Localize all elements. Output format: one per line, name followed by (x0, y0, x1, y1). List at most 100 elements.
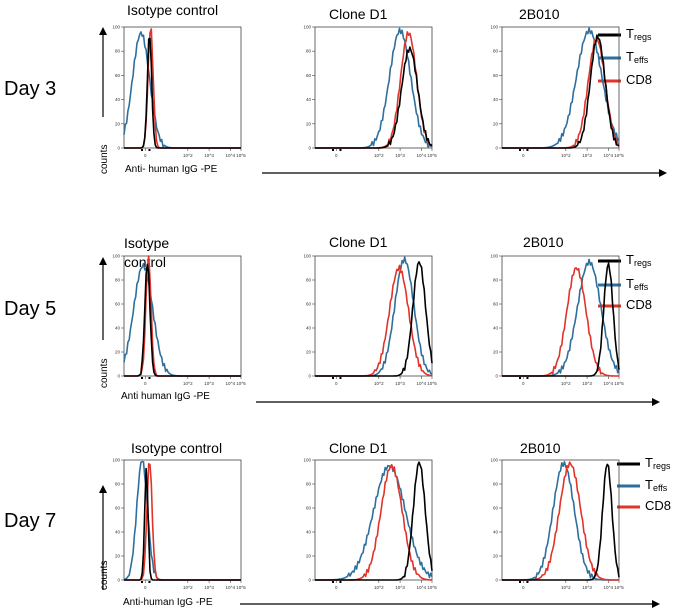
y-tick-label: 80 (115, 482, 121, 487)
axis-marker (526, 149, 529, 151)
y-tick-label: 100 (303, 254, 311, 259)
y-tick-label: 20 (115, 350, 121, 355)
y-tick-label: 40 (493, 326, 499, 331)
y-tick-label: 20 (493, 121, 499, 126)
x-tick-label: 10^3 (395, 381, 405, 386)
histogram-line-cd8 (315, 464, 432, 581)
histogram-line-tregs (315, 46, 433, 149)
y-tick-label: 0 (495, 146, 498, 151)
axis-marker (519, 581, 522, 583)
x-label-day7: Anti-human IgG -PE (123, 597, 213, 608)
plot-frame (314, 26, 433, 149)
x-tick-label: 10^2 (561, 585, 571, 590)
y-tick-label: 0 (117, 578, 120, 583)
y-tick-label: 60 (115, 506, 121, 511)
y-tick-label: 20 (306, 554, 312, 559)
axis-marker (332, 581, 335, 583)
plot-frame (123, 459, 242, 581)
histogram-line-tregs (124, 37, 241, 149)
title-isotype-day5: Isotype control (124, 235, 170, 270)
x-tick-label: 0 (522, 153, 525, 158)
title-2b010-day7: 2B010 (520, 440, 561, 456)
x-tick-label: 0 (522, 585, 525, 590)
histogram-line-teffs (502, 258, 620, 377)
y-tick-label: 80 (306, 278, 312, 283)
histogram-line-tregs (502, 34, 620, 149)
y-tick-label: 0 (495, 374, 498, 379)
axis-marker (141, 149, 144, 151)
x-tick-label: 10^4 (604, 381, 614, 386)
x-tick-label: 10^5 (236, 153, 246, 158)
x-tick-label: 10^4 (417, 585, 427, 590)
y-tick-label: 20 (306, 350, 312, 355)
title-isotype-day3: Isotype control (127, 2, 219, 18)
histogram-line-tregs (502, 463, 620, 581)
x-tick-label: 0 (144, 585, 147, 590)
y-tick-label: 40 (115, 530, 121, 535)
title-isotype-day7: Isotype control (131, 440, 223, 456)
y-axis-arrowhead (99, 257, 107, 265)
x-tick-label: 10^4 (417, 153, 427, 158)
day-3-label: Day 3 (4, 78, 57, 100)
x-tick-label: 0 (144, 381, 147, 386)
histogram-line-tregs (124, 263, 241, 377)
x-tick-label: 10^2 (374, 381, 384, 386)
x-tick-label: 10^5 (236, 585, 246, 590)
x-label-day5: Anti human IgG -PE (121, 391, 210, 402)
y-tick-label: 80 (493, 278, 499, 283)
y-tick-label: 100 (490, 458, 498, 463)
x-tick-label: 10^5 (427, 381, 437, 386)
axis-marker (148, 377, 151, 379)
histogram-line-teffs (315, 256, 433, 377)
x-label-day3: Anti- human IgG -PE (125, 164, 218, 175)
axis-marker (519, 149, 522, 151)
legend-teffs-label: Teffs (626, 276, 649, 292)
y-tick-label: 40 (306, 97, 312, 102)
x-tick-label: 10^2 (561, 153, 571, 158)
legend-tregs-label: Tregs (645, 455, 671, 471)
y-tick-label: 60 (493, 73, 499, 78)
legend-tregs-label: Tregs (626, 252, 652, 268)
x-tick-label: 10^4 (604, 585, 614, 590)
y-tick-label: 40 (306, 326, 312, 331)
day-7-label: Day 7 (4, 510, 57, 532)
y-tick-label: 60 (493, 506, 499, 511)
x-tick-label: 10^4 (604, 153, 614, 158)
x-tick-label: 10^3 (582, 585, 592, 590)
legend-teffs-label: Teffs (626, 49, 649, 65)
y-tick-label: 100 (112, 254, 120, 259)
y-tick-label: 0 (495, 578, 498, 583)
histogram-line-cd8 (124, 463, 241, 581)
x-tick-label: 10^4 (417, 381, 427, 386)
x-tick-label: 10^5 (614, 585, 624, 590)
x-tick-label: 10^2 (374, 153, 384, 158)
day-5-label: Day 5 (4, 298, 57, 320)
y-tick-label: 20 (115, 121, 121, 126)
axis-marker (332, 377, 335, 379)
x-tick-label: 10^2 (183, 585, 193, 590)
histogram-line-tregs (315, 461, 433, 581)
y-tick-label: 80 (306, 49, 312, 54)
histogram-line-teffs (315, 464, 433, 581)
x-tick-label: 0 (522, 381, 525, 386)
y-tick-label: 100 (303, 458, 311, 463)
x-tick-label: 10^2 (183, 381, 193, 386)
x-tick-label: 10^5 (236, 381, 246, 386)
y-tick-label: 0 (308, 374, 311, 379)
plot-frame (123, 26, 242, 149)
histogram-line-teffs (123, 31, 241, 149)
y-tick-label: 40 (493, 530, 499, 535)
x-axis-arrowhead (652, 600, 660, 608)
title-clone-d1-day3: Clone D1 (329, 6, 388, 22)
histogram-line-teffs (315, 27, 433, 149)
title-clone-d1-day7: Clone D1 (329, 440, 388, 456)
y-tick-label: 0 (308, 146, 311, 151)
plot-frame (501, 255, 620, 377)
y-tick-label: 100 (490, 25, 498, 30)
y-tick-label: 0 (308, 578, 311, 583)
legend-cd8-label: CD8 (626, 297, 653, 312)
histogram-line-tregs (502, 262, 620, 377)
axis-marker (526, 377, 529, 379)
histogram-line-tregs (124, 467, 241, 581)
